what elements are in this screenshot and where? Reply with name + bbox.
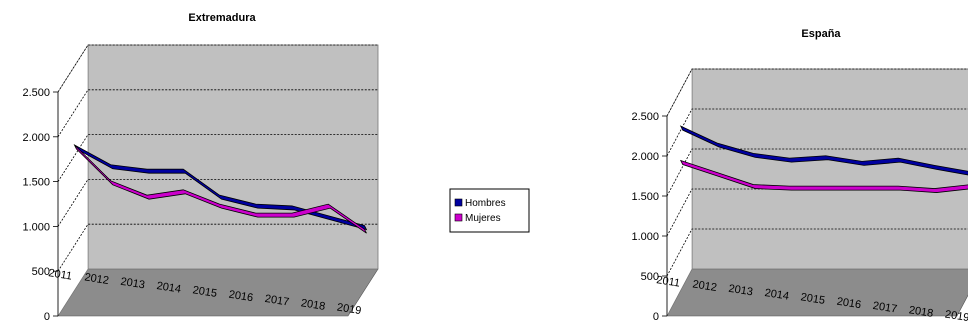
x-tick-label: 2012 bbox=[84, 271, 110, 287]
gridline bbox=[57, 89, 378, 138]
y-tick-label: 1.000 bbox=[22, 221, 50, 233]
x-tick-label: 2018 bbox=[908, 304, 934, 320]
x-tick-label: 2016 bbox=[836, 296, 862, 312]
x-tick-label: 2014 bbox=[764, 287, 790, 303]
x-tick-label: 2015 bbox=[192, 284, 218, 300]
x-tick-label: 2014 bbox=[156, 280, 182, 296]
series-line-hombres bbox=[679, 125, 968, 176]
chart-espana: España 0 500 1.000 1.500 2.000 2.500 2011 2012 2… bbox=[631, 28, 968, 324]
chart-title: Extremadura bbox=[188, 12, 256, 24]
y-tick-label: 1.000 bbox=[631, 231, 659, 243]
x-tick-label: 2015 bbox=[800, 291, 826, 307]
gridline bbox=[57, 223, 378, 272]
y-tick-label: 500 bbox=[641, 271, 659, 283]
x-tick-label: 2011 bbox=[656, 274, 681, 290]
series-line-mujeres bbox=[679, 159, 968, 193]
x-tick-label: 2013 bbox=[120, 276, 146, 292]
legend: Hombres Mujeres bbox=[449, 188, 530, 233]
y-tick-label: 2.000 bbox=[631, 151, 659, 163]
legend-label-hombres: Hombres bbox=[465, 198, 506, 209]
y-tick-label: 2.500 bbox=[22, 87, 50, 99]
x-tick-label: 2019 bbox=[336, 302, 362, 318]
y-tick-label: 500 bbox=[32, 266, 50, 278]
y-tick-label: 0 bbox=[44, 311, 50, 323]
x-tick-label: 2013 bbox=[728, 283, 754, 299]
plot-back-wall bbox=[691, 68, 968, 270]
legend-swatch-mujeres bbox=[454, 213, 463, 222]
x-tick-label: 2018 bbox=[300, 297, 326, 313]
gridline bbox=[666, 108, 968, 157]
y-tick-label: 2.500 bbox=[631, 111, 659, 123]
gridline bbox=[666, 68, 968, 117]
legend-label-mujeres: Mujeres bbox=[465, 213, 501, 224]
series-line-hombres bbox=[73, 144, 368, 231]
legend-swatch-hombres bbox=[454, 198, 463, 207]
y-tick-label: 1.500 bbox=[22, 177, 50, 189]
x-tick-label: 2011 bbox=[48, 267, 73, 283]
gridline bbox=[57, 178, 378, 227]
x-tick-label: 2019 bbox=[944, 309, 968, 325]
plot-back-wall bbox=[87, 44, 379, 270]
gridline bbox=[666, 148, 968, 197]
y-tick-label: 1.500 bbox=[631, 191, 659, 203]
series-line-mujeres bbox=[74, 144, 367, 234]
x-tick-label: 2017 bbox=[264, 293, 290, 309]
legend-box bbox=[449, 188, 530, 233]
chart-extremadura: Extremadura 0 500 1.000 1.500 2.000 2.500 2011… bbox=[22, 12, 379, 323]
gridline bbox=[666, 228, 968, 277]
gridline bbox=[57, 44, 378, 93]
x-tick-label: 2016 bbox=[228, 289, 254, 305]
x-tick-label: 2017 bbox=[872, 300, 898, 316]
y-tick-label: 0 bbox=[653, 311, 659, 323]
x-tick-label: 2012 bbox=[692, 278, 718, 294]
gridline bbox=[57, 134, 378, 182]
y-tick-label: 2.000 bbox=[22, 132, 50, 144]
chart-title: España bbox=[801, 28, 841, 40]
